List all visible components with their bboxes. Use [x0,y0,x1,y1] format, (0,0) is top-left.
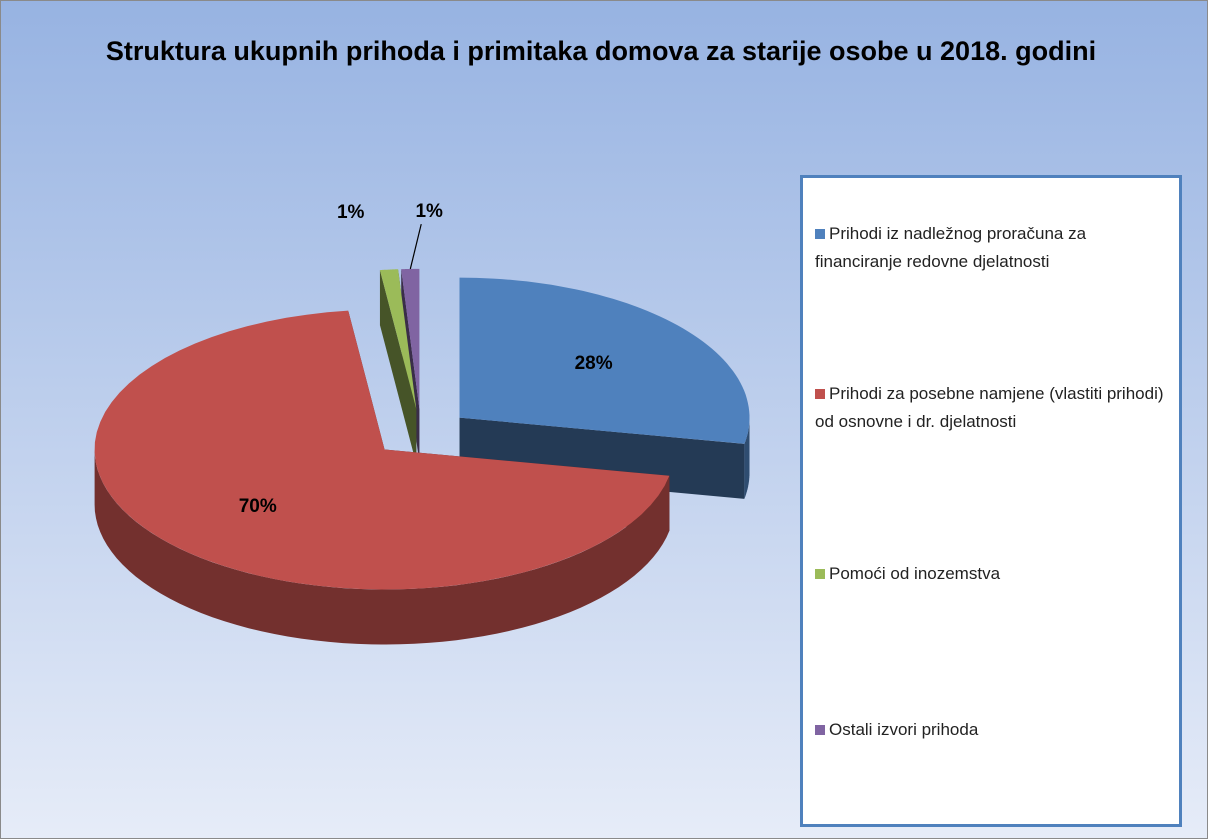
slice-top [459,277,750,444]
data-label: 1% [415,201,443,222]
chart-title: Struktura ukupnih prihoda i primitaka do… [105,36,1097,66]
slice-top [401,268,420,409]
data-label: 1% [337,202,365,223]
slice [94,310,670,645]
data-label: 28% [575,353,613,374]
legend-item: Ostali izvori prihoda [815,716,1175,744]
legend-item: Prihodi iz nadležnog proračuna za financ… [815,220,1175,276]
slice-face [379,270,417,464]
legend-label: Ostali izvori prihoda [829,720,979,739]
legend-item: Prihodi za posebne namjene (vlastiti pri… [815,380,1175,436]
slice-side [744,417,750,499]
data-label: 70% [239,496,277,517]
plot: 28% 70% 1% 1% [94,201,750,645]
legend-swatch [815,229,825,239]
legend-label: Pomoći od inozemstva [829,564,1001,583]
legend-swatch [815,725,825,735]
legend-label: Prihodi iz nadležnog proračuna za financ… [815,224,1087,271]
slice [379,269,417,464]
legend-swatch [815,389,825,399]
legend-label: Prihodi za posebne namjene (vlastiti pri… [815,384,1164,431]
legend-swatch [815,569,825,579]
slice-top [379,269,417,409]
slice-top [94,310,670,590]
legend: Prihodi iz nadležnog proračuna za financ… [800,175,1182,827]
legend-item: Pomoći od inozemstva [815,560,1175,588]
slice-side [94,449,670,645]
leader-line [409,224,422,270]
